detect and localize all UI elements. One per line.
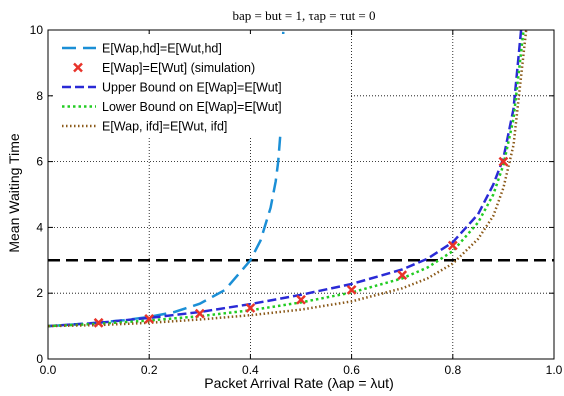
series-point-1 xyxy=(397,270,408,280)
series-point-1 xyxy=(498,156,509,167)
marker-stroke xyxy=(498,156,509,167)
marker-stroke xyxy=(73,62,83,73)
series-line-0 xyxy=(48,30,285,328)
plot-frame xyxy=(47,29,555,360)
series-point-1 xyxy=(296,294,306,305)
legend-marker-1 xyxy=(73,62,83,73)
series-point-1 xyxy=(194,308,205,319)
legend-label-2: Upper Bound on E[Wap]=E[Wut] xyxy=(102,81,282,95)
marker-stroke xyxy=(93,317,104,328)
series-point-1 xyxy=(346,285,357,295)
marker-stroke xyxy=(447,240,458,251)
series-line-2 xyxy=(48,30,523,328)
legend-background xyxy=(54,34,349,136)
series-point-1 xyxy=(245,303,256,313)
marker-stroke xyxy=(245,303,256,313)
y-tick-label: 4 xyxy=(36,220,43,234)
series-line-4 xyxy=(48,30,528,328)
y-tick-label: 0 xyxy=(36,352,43,366)
series-layer xyxy=(48,30,528,328)
axis-ticks: 0.0 0.2 0.4 0.6 0.8 1.0 0 2 4 6 8 10 xyxy=(30,23,563,377)
y-tick-label: 6 xyxy=(36,155,43,169)
x-tick-label: 0.2 xyxy=(141,363,158,377)
x-tick-label: 0.8 xyxy=(444,363,461,377)
marker-stroke xyxy=(144,313,155,324)
marker-stroke xyxy=(194,308,205,319)
legend: E[Wap,hd]=E[Wut,hd] E[Wap]=E[Wut] (simula… xyxy=(54,34,349,136)
marker-stroke xyxy=(346,285,357,295)
chart-title: bap = but = 1, τap = τut = 0 xyxy=(232,8,375,23)
x-tick-label: 0.6 xyxy=(343,363,360,377)
legend-label-4: E[Wap, ifd]=E[Wut, ifd] xyxy=(102,120,227,134)
x-tick-label: 1.0 xyxy=(546,363,563,377)
y-tick-label: 2 xyxy=(36,286,43,300)
x-tick-label: 0.4 xyxy=(242,363,259,377)
legend-label-3: Lower Bound on E[Wap]=E[Wut] xyxy=(102,100,282,114)
x-tick-label: 0.0 xyxy=(40,363,57,377)
series-point-1 xyxy=(93,317,104,328)
marker-stroke xyxy=(397,270,408,280)
y-axis-title: Mean Waiting Time xyxy=(6,133,22,253)
x-axis-title: Packet Arrival Rate (λap = λut) xyxy=(204,375,393,391)
legend-label-1: E[Wap]=E[Wut] (simulation) xyxy=(102,61,255,75)
marker-stroke xyxy=(296,294,306,305)
y-tick-label: 8 xyxy=(36,89,43,103)
y-tick-label: 10 xyxy=(30,23,44,37)
series-point-1 xyxy=(144,313,155,324)
series-point-1 xyxy=(447,240,458,251)
series-line-3 xyxy=(48,30,525,328)
legend-label-0: E[Wap,hd]=E[Wut,hd] xyxy=(102,42,222,56)
